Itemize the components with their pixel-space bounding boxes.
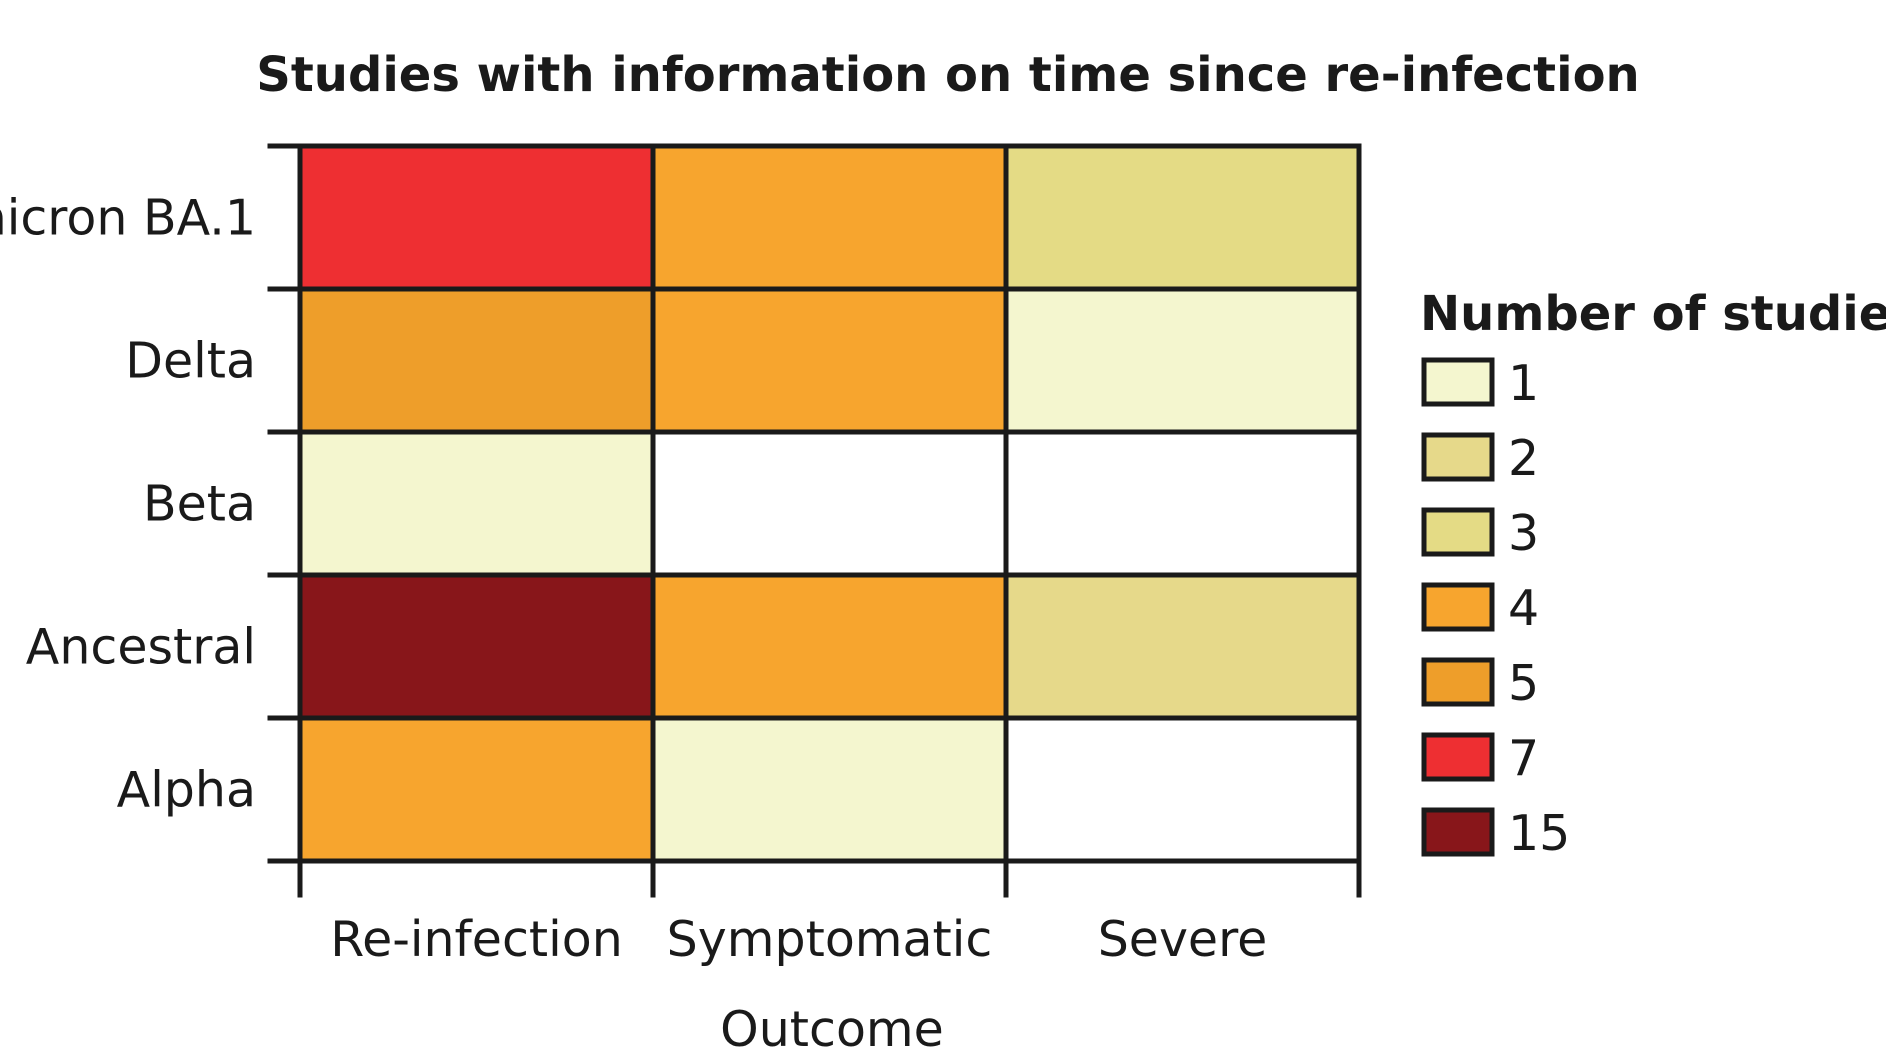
x-axis-tick-labels: Re-infection Symptomatic Severe [330, 911, 1267, 968]
y-tick-label: Ancestral [26, 619, 256, 676]
heatmap-cell [1006, 289, 1359, 432]
y-axis-tick-labels: Omicron BA.1 Delta Beta Ancestral Alpha [0, 190, 256, 819]
heatmap-cell [300, 289, 653, 432]
legend-entries: 1 2 3 4 5 7 15 [1421, 355, 1570, 862]
heatmap-cell [1006, 432, 1359, 575]
legend-label: 4 [1508, 580, 1539, 637]
heatmap-cell [300, 432, 653, 575]
heatmap-cell [653, 432, 1006, 575]
heatmap-cells [300, 146, 1359, 861]
legend-swatch [1421, 507, 1495, 557]
legend-label: 5 [1508, 655, 1539, 712]
heatmap-cell [1006, 575, 1359, 718]
x-axis-label: Outcome [720, 1001, 944, 1048]
heatmap-cell [1006, 718, 1359, 861]
chart-title: Studies with information on time since r… [256, 47, 1639, 103]
legend-label: 15 [1508, 805, 1570, 862]
heatmap-cell [653, 575, 1006, 718]
legend-swatch [1421, 657, 1495, 707]
legend-swatch [1421, 357, 1495, 407]
x-tick-label: Symptomatic [667, 911, 993, 968]
y-tick-label: Alpha [117, 762, 256, 819]
y-tick-label: Delta [125, 333, 256, 390]
heatmap-cell [300, 575, 653, 718]
legend-swatch [1421, 432, 1495, 482]
legend: Number of studies 1 2 3 4 5 7 15 [1420, 286, 1886, 862]
legend-label: 7 [1508, 730, 1539, 787]
legend-swatch [1421, 582, 1495, 632]
legend-swatch [1421, 807, 1495, 857]
heatmap-cell [300, 718, 653, 861]
x-tick-label: Re-infection [330, 911, 623, 968]
heatmap-cell [1006, 146, 1359, 289]
heatmap-cell [300, 146, 653, 289]
legend-swatch [1421, 732, 1495, 782]
heatmap-grid [267, 143, 1362, 898]
y-tick-label: Omicron BA.1 [0, 190, 256, 247]
heatmap-cell [653, 146, 1006, 289]
heatmap-cell [653, 718, 1006, 861]
legend-title: Number of studies [1420, 286, 1886, 342]
y-tick-label: Beta [143, 476, 256, 533]
legend-label: 3 [1508, 505, 1539, 562]
legend-label: 2 [1508, 430, 1539, 487]
legend-label: 1 [1508, 355, 1539, 412]
heatmap-cell [653, 289, 1006, 432]
x-tick-label: Severe [1098, 911, 1268, 968]
